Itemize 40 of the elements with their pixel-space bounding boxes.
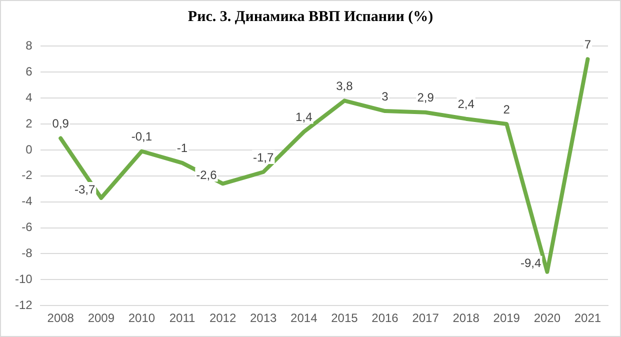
y-tick-label: -6	[22, 220, 33, 234]
data-label: -1	[176, 141, 188, 156]
x-tick-label: 2009	[88, 311, 115, 326]
y-tick-label: 6	[26, 64, 33, 78]
x-tick-label: 2011	[169, 311, 196, 326]
x-tick-label: 2013	[250, 311, 278, 326]
x-tick-label: 2012	[209, 311, 236, 326]
data-label: -1,7	[253, 150, 274, 164]
chart-title: Рис. 3. Динамика ВВП Испании (%)	[186, 9, 434, 26]
data-label: 3	[382, 89, 389, 104]
x-tick-label: 2010	[128, 311, 156, 326]
data-label: 3,8	[336, 78, 354, 93]
x-tick-label: 2019	[493, 311, 520, 326]
y-tick-label: -10	[15, 272, 33, 286]
data-label: 7	[584, 37, 592, 52]
data-label: 0,9	[52, 116, 70, 131]
x-tick-label: 2008	[47, 311, 74, 326]
y-tick-label: 2	[26, 116, 33, 130]
x-tick-label: 2017	[412, 311, 440, 326]
x-tick-label: 2014	[290, 311, 318, 326]
data-label: -3,7	[74, 182, 96, 196]
x-tick-label: 2015	[331, 311, 358, 326]
data-label: 2,4	[458, 97, 475, 112]
x-tick-label: 2016	[372, 311, 399, 326]
x-tick-label: 2018	[452, 311, 480, 326]
x-tick-label: 2020	[534, 311, 561, 326]
y-tick-label: -12	[15, 298, 33, 312]
data-label: -0,1	[131, 130, 152, 144]
y-tick-label: -4	[22, 194, 33, 208]
data-label: -9,4	[520, 256, 542, 270]
y-tick-label: 4	[26, 90, 33, 104]
y-tick-label: -8	[22, 246, 33, 260]
data-label: 2,9	[417, 90, 434, 105]
data-label: 2	[503, 102, 510, 116]
y-tick-label: 8	[26, 38, 33, 53]
x-tick-label: 2021	[574, 311, 602, 326]
data-label: -2,6	[196, 168, 218, 182]
y-tick-label: -2	[22, 168, 33, 182]
y-tick-label: 0	[26, 142, 33, 156]
data-label: 1,4	[296, 110, 313, 124]
